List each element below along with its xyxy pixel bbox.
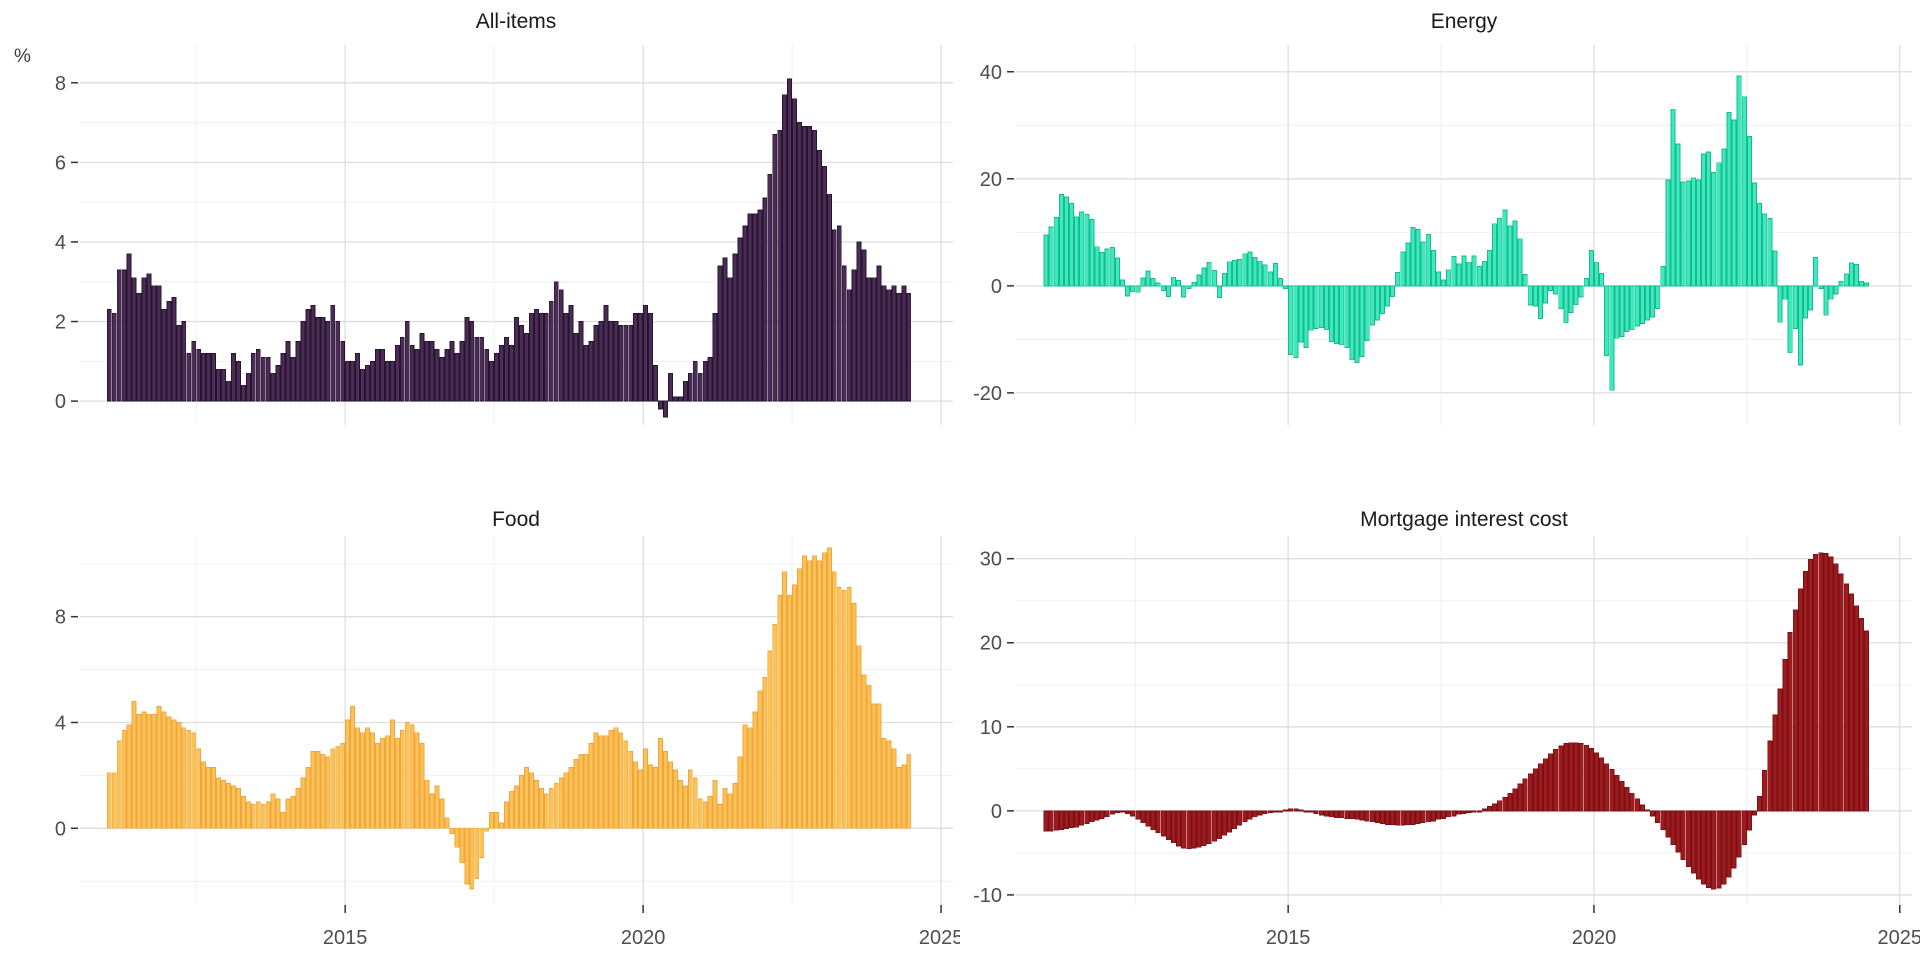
svg-text:20: 20 [980, 169, 1002, 191]
chart-food: 0 4 8 2015 2020 2025 Food [0, 436, 960, 960]
svg-text:40: 40 [980, 62, 1002, 84]
axis-labels: 0 4 8 2015 2020 2025 [55, 607, 960, 949]
svg-text:2020: 2020 [621, 927, 666, 949]
mortgage-bars [1043, 552, 1870, 890]
chart-title-food: Food [492, 508, 540, 531]
svg-text:2: 2 [55, 312, 66, 334]
svg-text:2025: 2025 [1878, 927, 1920, 949]
food-bars [106, 547, 912, 890]
svg-text:0: 0 [55, 391, 66, 413]
svg-text:4: 4 [55, 232, 66, 254]
svg-text:6: 6 [55, 152, 66, 174]
energy-bars [1043, 75, 1870, 391]
axis-labels: 0 2 4 6 8 [55, 73, 78, 413]
svg-text:-10: -10 [973, 885, 1002, 907]
gridlines [1016, 45, 1912, 425]
svg-text:20: 20 [980, 633, 1002, 655]
all-items-bars [106, 78, 912, 418]
energy-chart-canvas: -20 0 20 40 Energy [973, 10, 1912, 425]
svg-text:4: 4 [55, 712, 66, 734]
axis-labels: -10 0 10 20 30 2015 2020 2025 [973, 549, 1920, 949]
svg-text:2020: 2020 [1572, 927, 1617, 949]
y-axis-unit-label: % [14, 46, 31, 67]
chart-mortgage-interest-cost: -10 0 10 20 30 2015 2020 2025 Mortgage interest… [960, 436, 1920, 960]
svg-text:0: 0 [991, 801, 1002, 823]
svg-text:0: 0 [991, 276, 1002, 298]
svg-text:2015: 2015 [1266, 927, 1311, 949]
svg-text:30: 30 [980, 549, 1002, 571]
chart-title-mortgage: Mortgage interest cost [1360, 508, 1568, 531]
svg-text:8: 8 [55, 607, 66, 629]
svg-text:0: 0 [55, 818, 66, 840]
svg-text:2025: 2025 [919, 927, 960, 949]
chart-all-items: 0 2 4 6 8 % All-items [0, 0, 960, 436]
svg-text:2015: 2015 [323, 927, 368, 949]
chart-energy: -20 0 20 40 Energy [960, 0, 1920, 436]
svg-text:-20: -20 [973, 383, 1002, 405]
mortgage-chart-canvas: -10 0 10 20 30 2015 2020 2025 Mortgage interest… [973, 508, 1920, 949]
chart-title-all-items: All-items [476, 10, 557, 33]
axis-labels: -20 0 20 40 [973, 62, 1014, 405]
svg-text:8: 8 [55, 73, 66, 95]
chart-title-energy: Energy [1431, 10, 1498, 33]
svg-text:10: 10 [980, 717, 1002, 739]
food-chart-canvas: 0 4 8 2015 2020 2025 Food [55, 508, 960, 949]
all-items-chart-canvas: 0 2 4 6 8 % All-items [14, 10, 953, 425]
